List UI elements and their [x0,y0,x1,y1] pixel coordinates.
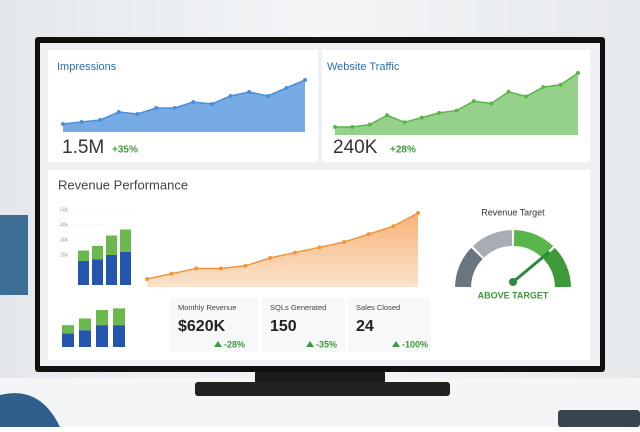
y-tick-label: 30k [60,237,69,243]
point [489,101,494,106]
point [367,122,372,127]
gauge-segment [513,230,554,258]
kpi-label: Monthly Revenue [178,303,236,312]
kpi-box [170,298,258,352]
point [209,102,214,106]
up-arrow [392,341,400,347]
bar [120,229,131,252]
point [172,106,177,110]
point [350,125,355,129]
point [292,250,297,255]
kpi-value: 24 [356,318,374,335]
bar [92,246,103,260]
point [169,271,174,276]
point [506,89,511,94]
point [243,263,248,268]
line [146,212,419,280]
kpi-value: 150 [270,318,297,335]
needle-hub [509,278,517,286]
line [62,79,306,125]
gauge-title: Revenue Target [481,207,545,217]
point [576,71,580,75]
point [135,112,140,116]
up-arrow [306,341,314,347]
point [218,266,223,271]
gauge-segment [543,247,571,288]
bar [62,325,74,334]
point [523,94,528,99]
point [154,106,159,110]
point [194,266,199,271]
laptop [558,410,640,427]
change: +35% [112,145,138,156]
y-tick-label: 50k [60,207,69,213]
point [303,78,307,82]
bar [79,318,91,331]
bar [106,235,117,255]
point [385,113,390,118]
point [342,240,347,245]
point [317,245,322,250]
bar [113,325,125,347]
point [79,120,84,124]
kpi-change: -35% [316,339,337,349]
point [416,211,420,215]
point [145,277,149,281]
point [61,122,65,126]
point [333,125,337,129]
bar [106,255,117,285]
up-arrow [214,341,222,347]
bar [96,325,108,347]
chair-front [0,393,60,427]
point [454,108,459,113]
bar [62,333,74,347]
point [391,224,396,229]
point [284,86,289,90]
bar [113,308,125,326]
y-tick-label: 20k [60,252,69,258]
kpi-label: Sales Closed [356,303,400,312]
kpi-label: SQLs Generated [270,303,326,312]
title: Revenue Performance [58,177,188,192]
point [247,90,252,94]
bar [79,330,91,347]
stand-base [195,382,450,396]
kpi-box [348,298,430,352]
bar [96,310,108,326]
point [265,94,270,98]
metric: 1.5M [62,137,104,158]
gauge-segment [455,247,483,288]
bar [92,259,103,285]
point [116,110,121,114]
point [228,94,233,98]
point [437,110,442,115]
needle [511,251,550,284]
title: Website Traffic [327,61,400,73]
point [558,82,563,87]
gauge-status: ABOVE TARGET [478,290,549,300]
point [471,99,476,104]
point [402,120,407,125]
chair [0,215,28,295]
y-tick-label: 40k [60,222,69,228]
kpi-value: $620K [178,318,226,335]
kpi-change: -28% [224,339,245,349]
title: Impressions [57,61,117,73]
point [268,255,273,260]
bar [78,261,89,285]
kpi-box [262,298,345,352]
point [541,85,546,90]
point [419,115,424,120]
bar [120,252,131,285]
metric: 240K [333,137,378,158]
point [366,232,371,237]
change: +28% [390,145,416,156]
point [191,100,196,104]
gauge-segment [472,230,513,258]
point [98,118,103,122]
kpi-change: -100% [402,339,428,349]
bar [78,250,89,261]
